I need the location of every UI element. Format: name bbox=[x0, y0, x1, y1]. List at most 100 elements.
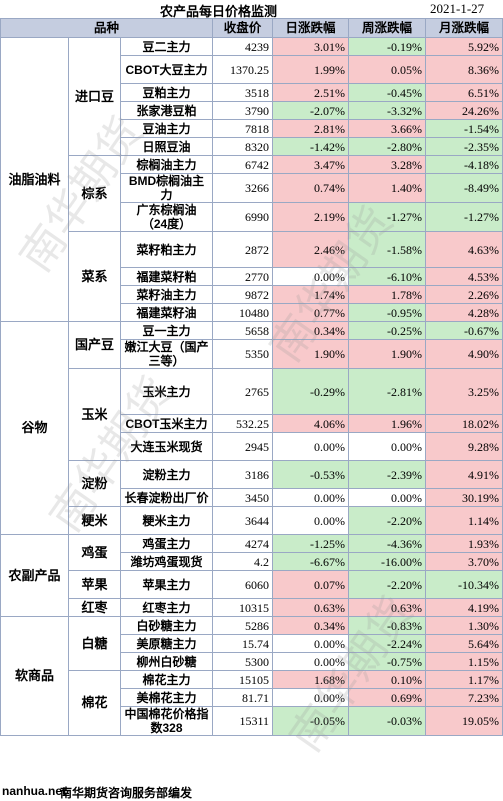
section-label: 农副产品 bbox=[0, 534, 69, 617]
close-price: 3790 bbox=[212, 101, 273, 120]
week-change: -3.32% bbox=[348, 101, 426, 120]
month-change: 5.92% bbox=[425, 37, 503, 56]
day-change: 0.00% bbox=[272, 488, 349, 507]
close-price: 1370.25 bbox=[212, 55, 273, 84]
month-change: 24.26% bbox=[425, 101, 503, 120]
week-change: -0.25% bbox=[348, 321, 426, 340]
section-label: 谷物 bbox=[0, 321, 69, 535]
group-label: 鸡蛋 bbox=[68, 534, 121, 571]
close-price: 5300 bbox=[212, 652, 273, 671]
item-name: 玉米主力 bbox=[120, 368, 213, 415]
close-price: 15105 bbox=[212, 670, 273, 689]
table-row: 长春淀粉出厂价 3450 0.00% 0.00% 30.19% bbox=[1, 488, 503, 507]
item-name: 长春淀粉出厂价 bbox=[120, 488, 213, 507]
month-change: 6.51% bbox=[425, 83, 503, 102]
close-price: 2770 bbox=[212, 267, 273, 286]
day-change: -1.25% bbox=[272, 534, 349, 553]
week-change: -1.58% bbox=[348, 231, 426, 268]
month-change: 4.19% bbox=[425, 598, 503, 617]
month-change: 7.23% bbox=[425, 688, 503, 707]
close-price: 2872 bbox=[212, 231, 273, 268]
table-row: CBOT玉米主力 532.25 4.06% 1.96% 18.02% bbox=[1, 414, 503, 433]
week-change: 0.00% bbox=[348, 432, 426, 461]
group-label: 苹果 bbox=[68, 570, 121, 599]
close-price: 4274 bbox=[212, 534, 273, 553]
table-row: 棕系 棕榈油主力 6742 3.47% 3.28% -4.18% bbox=[1, 155, 503, 232]
month-change: 4.53% bbox=[425, 267, 503, 286]
day-change: 0.07% bbox=[272, 570, 349, 599]
week-change: -0.75% bbox=[348, 652, 426, 671]
day-change: -2.07% bbox=[272, 101, 349, 120]
close-price: 6060 bbox=[212, 570, 273, 599]
close-price: 81.71 bbox=[212, 688, 273, 707]
item-name: 豆一主力 bbox=[120, 321, 213, 340]
close-price: 5658 bbox=[212, 321, 273, 340]
group-label: 红枣 bbox=[68, 598, 121, 617]
item-name: 白砂糖主力 bbox=[120, 616, 213, 635]
week-change: 3.28% bbox=[348, 155, 426, 174]
group-label: 白糖 bbox=[68, 616, 121, 671]
day-change: 2.19% bbox=[272, 202, 349, 232]
table-row: 菜系 菜籽粕主力 2872 2.46% -1.58% 4.63% bbox=[1, 231, 503, 322]
col-header-day: 日涨跌幅 bbox=[272, 18, 349, 38]
month-change: 1.30% bbox=[425, 616, 503, 635]
col-header-week: 周涨跌幅 bbox=[348, 18, 426, 38]
table-row: 美棉花主力 81.71 0.00% 0.69% 7.23% bbox=[1, 688, 503, 707]
close-price: 3518 bbox=[212, 83, 273, 102]
close-price: 10480 bbox=[212, 303, 273, 322]
table-row: 棉花 棉花主力 15105 1.68% 0.10% 1.17% bbox=[1, 670, 503, 736]
group-label: 菜系 bbox=[68, 231, 121, 322]
week-change: -2.81% bbox=[348, 368, 426, 415]
day-change: -0.05% bbox=[272, 706, 349, 736]
col-header-variety: 品种 bbox=[0, 18, 213, 38]
day-change: 2.46% bbox=[272, 231, 349, 268]
item-name: 大连玉米现货 bbox=[120, 432, 213, 461]
group-label: 国产豆 bbox=[68, 321, 121, 369]
week-change: -6.10% bbox=[348, 267, 426, 286]
table-header-row: 品种 收盘价 日涨跌幅 周涨跌幅 月涨跌幅 bbox=[0, 18, 503, 38]
table-row: 美原糖主力 15.74 0.00% -2.24% 5.64% bbox=[1, 634, 503, 653]
month-change: -2.35% bbox=[425, 137, 503, 156]
footer-site: nanhua.net bbox=[2, 784, 67, 798]
day-change: 2.51% bbox=[272, 83, 349, 102]
day-change: 4.06% bbox=[272, 414, 349, 433]
day-change: 1.74% bbox=[272, 285, 349, 304]
report-date: 2021-1-27 bbox=[430, 1, 485, 16]
week-change: 0.69% bbox=[348, 688, 426, 707]
month-change: -10.34% bbox=[425, 570, 503, 599]
week-change: -4.36% bbox=[348, 534, 426, 553]
table-row: 张家港豆粕 3790 -2.07% -3.32% 24.26% bbox=[1, 101, 503, 120]
item-name: 红枣主力 bbox=[120, 598, 213, 617]
item-name: CBOT玉米主力 bbox=[120, 414, 213, 433]
week-change: -0.95% bbox=[348, 303, 426, 322]
week-change: 0.63% bbox=[348, 598, 426, 617]
close-price: 3644 bbox=[212, 506, 273, 535]
table-row: 苹果 苹果主力 6060 0.07% -2.20% -10.34% bbox=[1, 570, 503, 599]
section-label: 软商品 bbox=[0, 616, 69, 736]
item-name: 鸡蛋主力 bbox=[120, 534, 213, 553]
week-change: -0.45% bbox=[348, 83, 426, 102]
item-name: 中国棉花价格指数328 bbox=[120, 706, 213, 736]
report-header: 农产品每日价格监测 2021-1-27 bbox=[0, 0, 503, 19]
item-name: 豆油主力 bbox=[120, 119, 213, 138]
month-change: 4.63% bbox=[425, 231, 503, 268]
table-row: 广东棕榈油（24度） 6990 2.19% -1.27% -1.27% bbox=[1, 202, 503, 232]
item-name: 潍坊鸡蛋现货 bbox=[120, 552, 213, 571]
table-row: CBOT大豆主力 1370.25 1.99% 0.05% 8.36% bbox=[1, 55, 503, 84]
group-label: 粳米 bbox=[68, 506, 121, 535]
month-change: 8.36% bbox=[425, 55, 503, 84]
day-change: 1.99% bbox=[272, 55, 349, 84]
week-change: 0.10% bbox=[348, 670, 426, 689]
item-name: 苹果主力 bbox=[120, 570, 213, 599]
item-name: 日照豆油 bbox=[120, 137, 213, 156]
table-row: 福建菜籽油 10480 0.77% -0.95% 4.28% bbox=[1, 303, 503, 322]
day-change: 3.01% bbox=[272, 37, 349, 56]
close-price: 3186 bbox=[212, 460, 273, 489]
item-name: 菜籽油主力 bbox=[120, 285, 213, 304]
month-change: 9.28% bbox=[425, 432, 503, 461]
item-name: CBOT大豆主力 bbox=[120, 55, 213, 84]
item-name: 棕榈油主力 bbox=[120, 155, 213, 174]
month-change: 5.64% bbox=[425, 634, 503, 653]
close-price: 9872 bbox=[212, 285, 273, 304]
table-row: 大连玉米现货 2945 0.00% 0.00% 9.28% bbox=[1, 432, 503, 461]
